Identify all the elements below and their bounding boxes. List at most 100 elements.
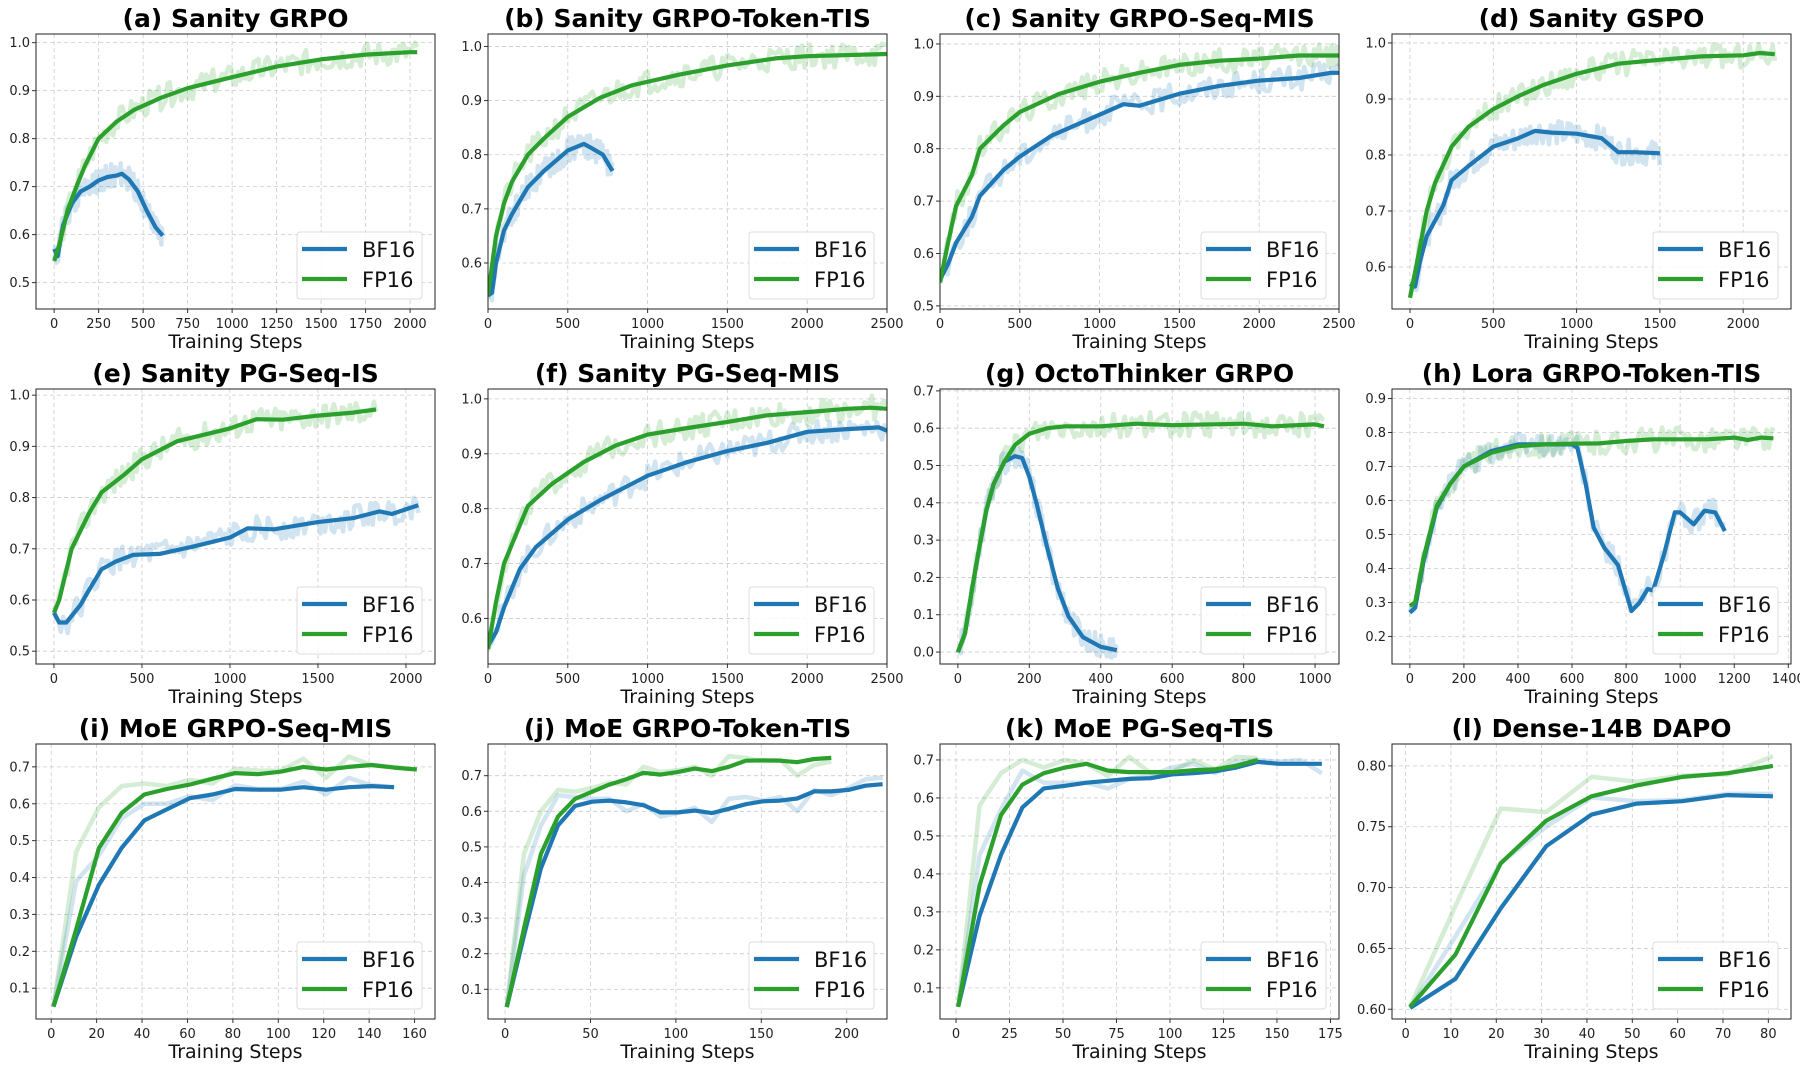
subplot-svg: (b) Sanity GRPO-Token-TIS 0 500 1000 1500 200… — [461, 4, 903, 353]
x-tick-label: 0 — [50, 317, 58, 332]
subplot-title: (c) Sanity GRPO-Seq-MIS — [964, 4, 1314, 33]
subplot: (d) Sanity GSPO 0 500 1000 1500 2000 0.6 0.7 0.8… — [1356, 0, 1800, 355]
subplot: (k) MoE PG-Seq-TIS 0 25 50 75 100 125 150 175 0.1… — [904, 710, 1356, 1065]
subplot: (l) Dense-14B DAPO 0 10 20 30 40 50 60 70 80 0.60 0… — [1356, 710, 1800, 1065]
y-tick-label: 0.7 — [913, 753, 934, 768]
y-tick-label: 1.0 — [913, 37, 934, 52]
x-tick-label: 50 — [1055, 1027, 1072, 1042]
x-tick-label: 1500 — [1643, 317, 1676, 332]
x-tick-label: 2500 — [1322, 317, 1355, 332]
raw-line-bf16 — [488, 133, 615, 303]
x-axis-label: Training Steps — [1523, 331, 1658, 353]
raw-line-fp16 — [955, 754, 1258, 1008]
x-tick-label: 10 — [1443, 1027, 1460, 1042]
x-tick-label: 60 — [1669, 1027, 1686, 1042]
subplot-title: (a) Sanity GRPO — [123, 4, 349, 33]
legend: BF16 FP16 — [296, 231, 423, 300]
y-tick-label: 0.3 — [461, 912, 482, 927]
y-tick-label: 0.8 — [461, 502, 482, 517]
subplot-title: (e) Sanity PG-Seq-IS — [92, 359, 378, 388]
plot-area — [955, 754, 1324, 1008]
x-tick-label: 0 — [501, 1027, 509, 1042]
x-tick-label: 40 — [1579, 1027, 1596, 1042]
legend-label-fp16: FP16 — [1266, 268, 1317, 292]
x-tick-label: 0 — [1406, 317, 1414, 332]
x-tick-label: 200 — [1451, 672, 1476, 687]
y-tick-label: 0.6 — [1365, 260, 1386, 275]
axes-frame — [35, 33, 436, 310]
axes-frame — [939, 388, 1340, 665]
subplot: (c) Sanity GRPO-Seq-MIS 0 500 1000 1500 2000 2… — [904, 0, 1356, 355]
x-axis-label: Training Steps — [619, 1041, 754, 1063]
subplot: (j) MoE GRPO-Token-TIS 0 50 100 150 200 0.1 0.2… — [452, 710, 904, 1065]
y-tick-label: 0.7 — [913, 384, 934, 399]
legend: BF16 FP16 — [1200, 941, 1327, 1010]
x-tick-label: 1500 — [1163, 317, 1196, 332]
y-tick-label: 0.9 — [461, 447, 482, 462]
x-tick-label: 80 — [1760, 1027, 1777, 1042]
x-tick-label: 2000 — [389, 672, 422, 687]
y-tick-label: 0.70 — [1357, 881, 1386, 896]
subplot: (e) Sanity PG-Seq-IS 0 500 1000 1500 2000 0.5 0… — [0, 355, 452, 710]
x-axis-label: Training Steps — [167, 1041, 302, 1063]
legend: BF16 FP16 — [296, 941, 423, 1010]
x-tick-label: 125 — [1211, 1027, 1236, 1042]
x-tick-label: 2500 — [870, 317, 903, 332]
y-tick-label: 0.5 — [913, 829, 934, 844]
legend-label-fp16: FP16 — [362, 978, 413, 1002]
x-tick-label: 1000 — [1083, 317, 1116, 332]
plot-area — [52, 40, 420, 266]
x-tick-label: 50 — [1624, 1027, 1641, 1042]
y-tick-label: 0.80 — [1357, 759, 1386, 774]
subplot-title: (d) Sanity GSPO — [1479, 4, 1705, 33]
y-tick-label: 0.3 — [913, 534, 934, 549]
plot-area — [1408, 754, 1774, 1010]
y-tick-label: 0.7 — [461, 769, 482, 784]
x-tick-label: 0 — [1401, 1027, 1409, 1042]
y-tick-label: 0.6 — [1365, 494, 1386, 509]
x-tick-label: 20 — [1488, 1027, 1505, 1042]
y-tick-label: 0.75 — [1357, 820, 1386, 835]
axes-frame — [487, 33, 888, 310]
axes-frame — [1391, 388, 1792, 665]
x-tick-label: 2000 — [791, 317, 824, 332]
x-tick-label: 1250 — [260, 317, 293, 332]
subplot-title: (l) Dense-14B DAPO — [1451, 714, 1731, 743]
subplot-title: (b) Sanity GRPO-Token-TIS — [504, 4, 871, 33]
x-tick-label: 750 — [175, 317, 200, 332]
series-line-bf16 — [488, 141, 615, 298]
y-tick-label: 0.9 — [913, 90, 934, 105]
raw-line-bf16 — [956, 445, 1119, 660]
legend-label-fp16: FP16 — [1718, 978, 1769, 1002]
y-tick-label: 0.0 — [913, 646, 934, 661]
raw-line-bf16 — [51, 495, 421, 636]
x-tick-label: 150 — [749, 1027, 774, 1042]
x-tick-label: 400 — [1088, 672, 1113, 687]
y-tick-label: 0.1 — [9, 982, 30, 997]
subplot: (a) Sanity GRPO 0 250 500 750 1000 1250 1500 175… — [0, 0, 452, 355]
subplot-title: (i) MoE GRPO-Seq-MIS — [79, 714, 393, 743]
x-tick-label: 1000 — [213, 672, 246, 687]
x-tick-label: 500 — [131, 317, 156, 332]
x-tick-label: 2000 — [791, 672, 824, 687]
x-axis-label: Training Steps — [1071, 331, 1206, 353]
y-tick-label: 0.6 — [461, 805, 482, 820]
x-axis-label: Training Steps — [167, 331, 302, 353]
axes-frame — [1391, 33, 1792, 310]
subplot-svg: (j) MoE GRPO-Token-TIS 0 50 100 150 200 0.1 0.2… — [461, 714, 888, 1063]
y-tick-label: 0.8 — [461, 148, 482, 163]
raw-line-bf16 — [1407, 432, 1727, 613]
series-line-bf16 — [1408, 128, 1660, 289]
raw-line-fp16 — [488, 393, 887, 652]
x-axis-label: Training Steps — [619, 331, 754, 353]
y-tick-label: 0.2 — [461, 947, 482, 962]
subplot: (i) MoE GRPO-Seq-MIS 0 20 40 60 80 100 120 140 16… — [0, 710, 452, 1065]
y-tick-label: 0.5 — [913, 459, 934, 474]
legend-label-bf16: BF16 — [362, 593, 415, 617]
x-tick-label: 60 — [179, 1027, 196, 1042]
y-tick-label: 0.5 — [9, 834, 30, 849]
x-tick-label: 25 — [1001, 1027, 1018, 1042]
y-tick-label: 0.65 — [1357, 942, 1386, 957]
subplot-svg: (k) MoE PG-Seq-TIS 0 25 50 75 100 125 150 175 0.1… — [913, 714, 1343, 1063]
y-tick-label: 0.6 — [461, 256, 482, 271]
